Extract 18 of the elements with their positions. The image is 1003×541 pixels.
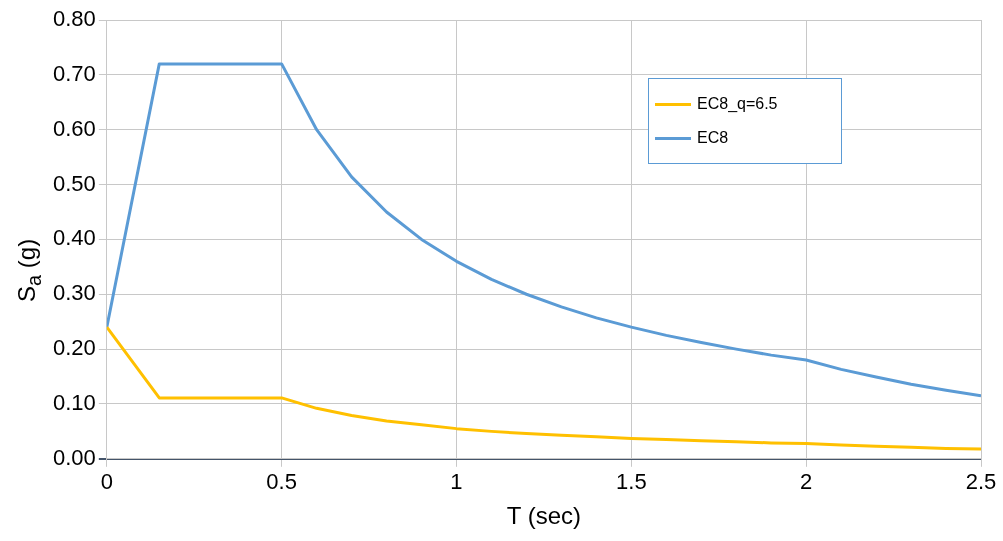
y-tick-label: 0.50 [52, 170, 96, 196]
y-tick-label: 0.60 [52, 115, 96, 141]
legend-label: EC8_q=6.5 [697, 95, 778, 113]
x-tick-label: 2 [800, 469, 813, 495]
x-tick-label: 0 [100, 469, 113, 495]
y-tick-label: 0.20 [52, 335, 96, 361]
y-tick-label: 0.70 [52, 60, 96, 86]
y-tick-label: 0.80 [52, 6, 96, 32]
y-tick-label: 0.00 [52, 444, 96, 470]
x-axis-title: T (sec) [506, 502, 582, 530]
y-tick-label: 0.40 [52, 225, 96, 251]
y-tick-label: 0.30 [52, 280, 96, 306]
x-tick-label: 1 [450, 469, 463, 495]
y-tick-label: 0.10 [52, 390, 96, 416]
x-tick-label: 2.5 [965, 469, 997, 495]
x-tick-label: 0.5 [266, 469, 297, 495]
x-tick-label: 1.5 [616, 469, 647, 495]
legend-label: EC8 [697, 129, 729, 147]
